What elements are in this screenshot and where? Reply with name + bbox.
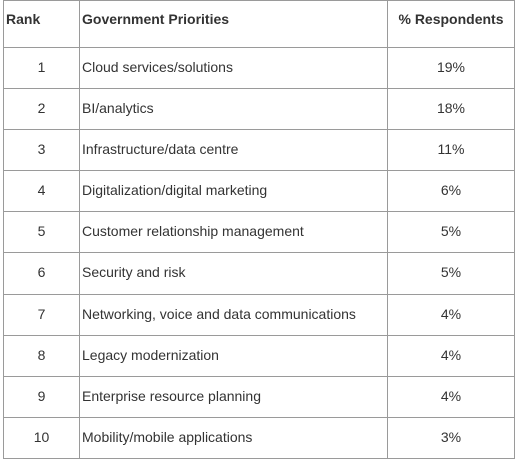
priority-cell: Customer relationship management [79,211,388,254]
respondents-cell: 5% [387,252,515,295]
priority-cell: Legacy modernization [79,334,388,377]
rank-cell: 9 [3,375,80,418]
rank-cell: 6 [3,252,80,295]
priority-cell: Networking, voice and data communication… [79,293,388,336]
priority-cell: Mobility/mobile applications [79,416,388,460]
respondents-cell: 5% [387,211,515,254]
respondents-cell: 19% [387,46,515,90]
table-row: 7 Networking, voice and data communicatio… [3,293,515,336]
header-respondents: % Respondents [387,0,515,48]
priority-cell: Enterprise resource planning [79,375,388,418]
header-row: Rank Government Priorities % Respondents [3,0,515,48]
priority-cell: Digitalization/digital marketing [79,170,388,213]
priority-cell: Security and risk [79,252,388,295]
table-row: 6 Security and risk 5% [3,252,515,295]
priorities-table: Rank Government Priorities % Respondents… [3,0,515,460]
respondents-cell: 11% [387,129,515,172]
table-row: 8 Legacy modernization 4% [3,334,515,377]
priority-cell: BI/analytics [79,88,388,131]
respondents-cell: 4% [387,293,515,336]
rank-cell: 8 [3,334,80,377]
table-row: 2 BI/analytics 18% [3,88,515,131]
rank-cell: 2 [3,88,80,131]
rank-cell: 7 [3,293,80,336]
table-row: 5 Customer relationship management 5% [3,211,515,254]
header-priority: Government Priorities [79,0,388,48]
rank-cell: 4 [3,170,80,213]
respondents-cell: 4% [387,375,515,418]
respondents-cell: 18% [387,88,515,131]
priority-cell: Infrastructure/data centre [79,129,388,172]
respondents-cell: 3% [387,416,515,460]
rank-cell: 3 [3,129,80,172]
table-row: 4 Digitalization/digital marketing 6% [3,170,515,213]
table-row: 9 Enterprise resource planning 4% [3,375,515,418]
rank-cell: 1 [3,46,80,90]
rank-cell: 10 [3,416,80,460]
rank-cell: 5 [3,211,80,254]
header-rank: Rank [3,0,80,48]
respondents-cell: 4% [387,334,515,377]
table-row: 10 Mobility/mobile applications 3% [3,416,515,460]
table-row: 3 Infrastructure/data centre 11% [3,129,515,172]
priority-cell: Cloud services/solutions [79,46,388,90]
respondents-cell: 6% [387,170,515,213]
table-row: 1 Cloud services/solutions 19% [3,46,515,90]
